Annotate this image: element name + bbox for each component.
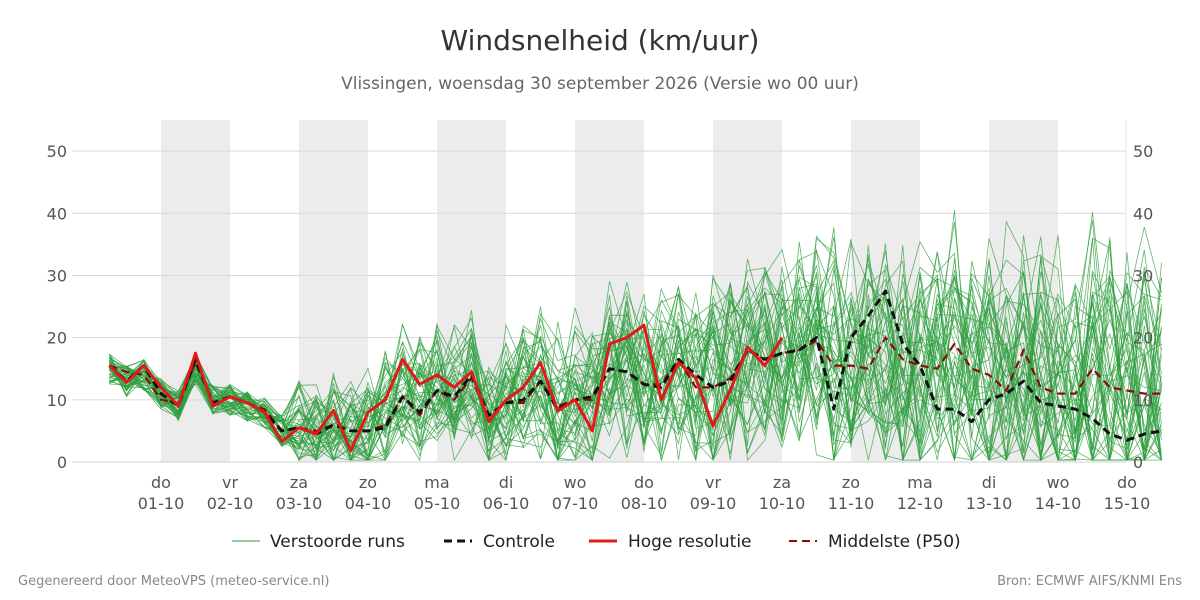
footer-left: Gegenereerd door MeteoVPS (meteo-service… <box>18 574 329 589</box>
x-tick-date: 08-10 <box>621 494 668 513</box>
x-tick-date: 07-10 <box>552 494 599 513</box>
x-tick-day: zo <box>359 473 377 492</box>
footer-right: Bron: ECMWF AIFS/KNMI Ens <box>997 574 1182 589</box>
chart-title: Windsnelheid (km/uur) <box>441 24 760 57</box>
x-tick-day: di <box>982 473 997 492</box>
x-tick-day: vr <box>222 473 238 492</box>
x-tick-day: zo <box>842 473 860 492</box>
y-tick-label-left: 20 <box>47 329 67 348</box>
x-tick-day: do <box>1117 473 1137 492</box>
ensemble-member-line <box>109 210 1162 462</box>
ensemble-member-line <box>109 240 1162 462</box>
x-tick-date: 12-10 <box>897 494 944 513</box>
legend-label-ensemble: Verstoorde runs <box>270 532 405 552</box>
y-tick-label-left: 40 <box>47 204 67 223</box>
y-tick-label-left: 50 <box>47 142 67 161</box>
x-tick-date: 14-10 <box>1035 494 1082 513</box>
shade-band <box>299 120 368 462</box>
y-tick-label-left: 30 <box>47 266 67 285</box>
x-tick-day: ma <box>907 473 932 492</box>
x-axis-ticks: do 01-10 vr 02-10 za 03-10 zo 04-10 ma 05-10 di 06-… <box>138 473 1151 513</box>
x-tick-date: 10-10 <box>759 494 806 513</box>
series-line-hoge-resolutie <box>108 323 784 453</box>
main-lines <box>108 289 1162 453</box>
x-tick-date: 06-10 <box>483 494 530 513</box>
x-tick-date: 02-10 <box>207 494 254 513</box>
ensemble-lines <box>108 210 1162 462</box>
legend-label-median: Middelste (P50) <box>828 532 961 552</box>
x-tick-day: do <box>634 473 654 492</box>
y-tick-label-right: 30 <box>1133 266 1153 285</box>
ensemble-member-line <box>109 269 1162 462</box>
chart-subtitle: Vlissingen, woensdag 30 september 2026 (… <box>341 74 859 94</box>
x-tick-date: 09-10 <box>690 494 737 513</box>
ensemble-member-line <box>109 266 1162 461</box>
ensemble-member-line <box>109 236 1162 461</box>
y-tick-label-right: 40 <box>1133 204 1153 223</box>
legend: Verstoorde runs Controle Hoge resolutie … <box>232 532 961 552</box>
x-tick-date: 11-10 <box>828 494 875 513</box>
y-axis-ticks: 0 0 10 10 20 20 30 30 40 40 50 50 <box>47 142 1154 472</box>
y-tick-label-right: 10 <box>1133 391 1153 410</box>
x-tick-day: wo <box>564 473 587 492</box>
x-tick-day: wo <box>1047 473 1070 492</box>
x-tick-day: ma <box>424 473 449 492</box>
series-line-controle <box>108 289 1162 442</box>
x-tick-day: vr <box>705 473 721 492</box>
x-tick-date: 03-10 <box>276 494 323 513</box>
y-tick-label-right: 20 <box>1133 329 1153 348</box>
y-tick-label-left: 10 <box>47 391 67 410</box>
legend-label-control: Controle <box>483 532 555 552</box>
x-tick-date: 13-10 <box>966 494 1013 513</box>
y-tick-label-right: 0 <box>1133 453 1143 472</box>
x-tick-day: do <box>151 473 171 492</box>
x-tick-day: za <box>773 473 791 492</box>
x-tick-date: 01-10 <box>138 494 185 513</box>
ensemble-member-line <box>109 264 1162 461</box>
x-tick-date: 05-10 <box>414 494 461 513</box>
legend-label-highres: Hoge resolutie <box>628 532 752 552</box>
y-tick-label-left: 0 <box>57 453 67 472</box>
x-tick-day: di <box>499 473 514 492</box>
y-tick-label-right: 50 <box>1133 142 1153 161</box>
ensemble-member-line <box>109 227 1162 461</box>
x-tick-day: za <box>290 473 308 492</box>
x-tick-date: 04-10 <box>345 494 392 513</box>
x-tick-date: 15-10 <box>1104 494 1151 513</box>
